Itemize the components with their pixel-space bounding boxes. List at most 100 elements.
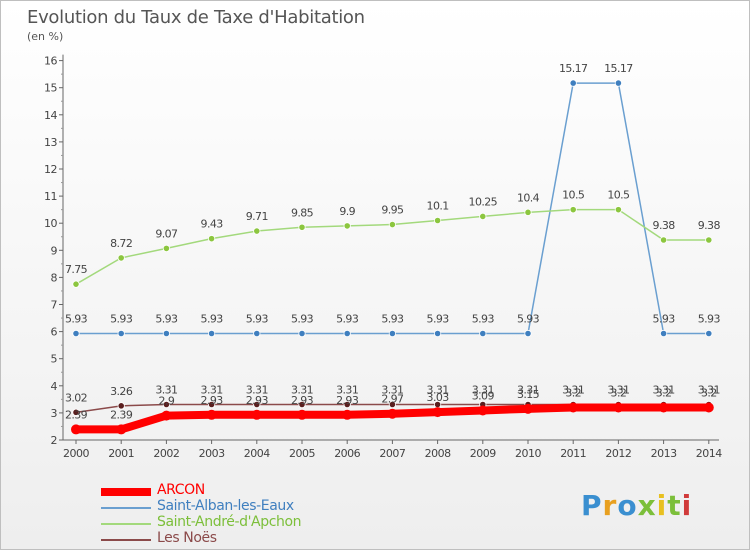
point-saint-alban-les-eaux <box>433 329 442 338</box>
point-saint-andre-d-apchon <box>569 206 577 214</box>
point-les-noes <box>117 402 125 410</box>
x-tick-label: 2014 <box>696 447 722 460</box>
point-saint-alban-les-eaux <box>569 79 577 87</box>
point-saint-andre-d-apchon <box>433 216 442 225</box>
point-saint-andre-d-apchon <box>117 254 125 262</box>
data-label-arcon: 3.2 <box>565 386 581 399</box>
data-label-saint-alban-les-eaux: 5.93 <box>65 312 88 325</box>
point-saint-alban-les-eaux <box>705 329 713 338</box>
data-label-arcon: 2.39 <box>110 408 133 421</box>
data-label-arcon: 2.93 <box>246 394 269 407</box>
y-tick-label: 9 <box>51 244 58 257</box>
point-saint-andre-d-apchon <box>72 280 80 288</box>
point-saint-alban-les-eaux <box>162 329 170 338</box>
data-label-les-noes: 3.31 <box>246 383 268 396</box>
point-arcon <box>161 410 172 421</box>
point-saint-andre-d-apchon <box>659 236 668 244</box>
point-saint-alban-les-eaux <box>659 329 668 338</box>
legend-label-les-noes: Les Noës <box>157 530 217 546</box>
data-label-saint-andre-d-apchon: 9.43 <box>201 218 224 231</box>
legend-label-arcon: ARCON <box>157 482 205 498</box>
data-label-saint-andre-d-apchon: 9.38 <box>698 219 721 232</box>
data-label-les-noes: 3.31 <box>381 383 403 396</box>
data-label-saint-andre-d-apchon: 10.25 <box>469 195 498 208</box>
point-saint-andre-d-apchon <box>162 244 170 253</box>
data-label-les-noes: 3.31 <box>698 383 720 396</box>
point-saint-andre-d-apchon <box>208 235 216 243</box>
point-les-noes <box>162 400 170 409</box>
point-saint-alban-les-eaux <box>208 329 216 338</box>
point-saint-andre-d-apchon <box>388 220 396 229</box>
y-tick-label: 6 <box>51 326 58 339</box>
point-saint-alban-les-eaux <box>117 329 125 338</box>
data-label-les-noes: 3.31 <box>607 383 629 396</box>
y-tick-label: 12 <box>44 163 57 176</box>
data-label-saint-alban-les-eaux: 15.17 <box>559 62 588 75</box>
point-arcon <box>523 403 533 414</box>
data-label-saint-andre-d-apchon: 8.72 <box>110 237 132 250</box>
data-label-saint-andre-d-apchon: 9.9 <box>339 205 355 218</box>
point-arcon <box>477 405 488 416</box>
point-saint-andre-d-apchon <box>253 227 261 235</box>
data-label-arcon: 2.97 <box>381 393 404 406</box>
point-saint-alban-les-eaux <box>479 329 487 338</box>
point-saint-andre-d-apchon <box>705 236 713 244</box>
point-arcon <box>71 424 81 435</box>
point-arcon <box>658 402 669 413</box>
legend-label-saint-alban: Saint-Alban-les-Eaux <box>157 498 294 514</box>
data-label-saint-alban-les-eaux: 5.93 <box>201 312 224 325</box>
data-label-saint-andre-d-apchon: 10.5 <box>607 189 630 202</box>
point-arcon <box>297 409 307 420</box>
point-saint-alban-les-eaux <box>298 329 306 338</box>
data-label-les-noes: 3.31 <box>427 383 449 396</box>
point-arcon <box>432 407 443 418</box>
legend-swatch-les-noes <box>101 539 151 541</box>
chart-title: Evolution du Taux de Taxe d'Habitation <box>27 7 365 28</box>
data-label-saint-alban-les-eaux: 5.93 <box>381 312 404 325</box>
logo-letter: P <box>581 489 603 522</box>
y-tick-label: 2 <box>51 434 58 447</box>
data-label-saint-alban-les-eaux: 5.93 <box>155 312 178 325</box>
y-tick-label: 4 <box>51 380 58 393</box>
x-tick-label: 2007 <box>379 447 405 460</box>
y-tick-label: 11 <box>44 190 57 203</box>
data-label-les-noes: 3.26 <box>110 385 133 398</box>
legend-swatch-arcon <box>101 488 151 496</box>
data-label-saint-alban-les-eaux: 15.17 <box>604 62 633 75</box>
data-label-saint-alban-les-eaux: 5.93 <box>517 312 540 325</box>
data-label-les-noes: 3.31 <box>562 383 584 396</box>
legend-swatch-saint-alban <box>101 507 151 509</box>
point-saint-alban-les-eaux <box>524 329 532 338</box>
legend-label-saint-andre: Saint-André-d'Apchon <box>157 514 302 530</box>
data-label-les-noes: 3.31 <box>336 383 358 396</box>
point-arcon <box>342 409 353 420</box>
data-label-saint-andre-d-apchon: 9.71 <box>246 210 268 223</box>
point-saint-andre-d-apchon <box>524 208 532 216</box>
data-label-les-noes: 3.31 <box>653 383 675 396</box>
x-tick-label: 2012 <box>605 447 631 460</box>
x-tick-label: 2006 <box>334 447 360 460</box>
point-saint-andre-d-apchon <box>614 206 623 214</box>
data-label-saint-andre-d-apchon: 10.1 <box>427 199 449 212</box>
chart-subtitle: (en %) <box>27 30 64 43</box>
point-saint-andre-d-apchon <box>479 212 487 221</box>
data-label-arcon: 3.2 <box>656 386 672 399</box>
proxiti-logo: Proxiti <box>581 489 692 522</box>
point-les-noes <box>343 400 351 409</box>
y-tick-label: 14 <box>44 109 57 122</box>
data-label-arcon: 2.93 <box>291 394 314 407</box>
data-label-les-noes: 3.02 <box>65 391 87 404</box>
data-label-les-noes: 3.31 <box>472 383 494 396</box>
logo-letter: o <box>617 489 638 522</box>
x-tick-label: 2010 <box>515 447 541 460</box>
y-tick-label: 13 <box>44 136 57 149</box>
y-tick-label: 5 <box>51 353 58 366</box>
point-saint-alban-les-eaux <box>253 329 261 338</box>
y-tick-label: 16 <box>44 55 57 68</box>
data-label-saint-andre-d-apchon: 9.95 <box>381 204 404 217</box>
data-label-saint-alban-les-eaux: 5.93 <box>291 312 314 325</box>
x-tick-label: 2005 <box>289 447 315 460</box>
point-saint-alban-les-eaux <box>614 79 623 87</box>
data-label-les-noes: 3.31 <box>291 383 313 396</box>
